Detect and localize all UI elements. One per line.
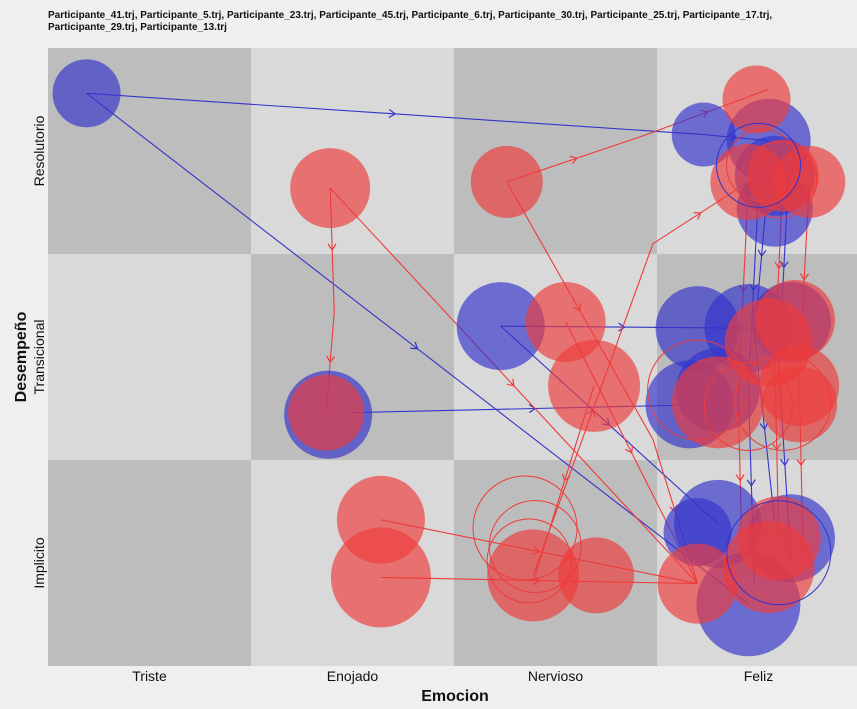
- trajectory-arrow: [506, 378, 515, 387]
- red-ring: [703, 361, 793, 451]
- trajectory-arrow: [796, 458, 806, 467]
- trajectory-arrow: [746, 479, 756, 487]
- grid-cell: [454, 48, 657, 254]
- red-point: [736, 496, 821, 581]
- red-point: [290, 148, 371, 229]
- y-axis-title: Desempeño: [13, 311, 30, 402]
- trajectory-arrow: [735, 474, 745, 482]
- red-point: [773, 145, 846, 218]
- trajectory-arrow: [780, 458, 790, 467]
- y-axis-ticks: Resolutorio Transicional Implicito: [31, 115, 47, 588]
- red-ring: [740, 141, 818, 219]
- ring-layer: [472, 122, 832, 606]
- trajectory-arrow: [327, 243, 337, 251]
- red-point: [558, 537, 635, 614]
- red-point: [657, 543, 738, 624]
- y-tick-label: Resolutorio: [31, 115, 47, 186]
- y-tick-label: Implicito: [31, 537, 47, 589]
- trajectory-arrow: [774, 261, 784, 270]
- trajectory-arrow: [618, 322, 626, 332]
- chart-title: Participante_41.trj, Participante_5.trj,…: [48, 10, 773, 33]
- red-ring: [486, 518, 572, 604]
- trajectory-arrow: [625, 445, 634, 454]
- blue-point: [671, 102, 736, 167]
- trajectory-arrow: [759, 422, 769, 431]
- x-axis-title: Emocion: [421, 688, 489, 705]
- blue-ring: [716, 122, 801, 208]
- red-ring: [647, 339, 749, 441]
- x-tick-label: Enojado: [327, 668, 379, 684]
- trajectory-arrow: [326, 355, 336, 364]
- red-point: [288, 374, 365, 451]
- grid-cell: [48, 254, 251, 460]
- red-point: [330, 527, 431, 628]
- red-point: [548, 339, 641, 432]
- plot-area: [52, 59, 846, 657]
- trajectory-arrow: [562, 473, 571, 482]
- trajectory-arrow: [693, 212, 702, 220]
- red-point: [671, 356, 764, 449]
- grid-cell: [48, 460, 251, 666]
- trajectory-arrow: [410, 341, 419, 350]
- point-layer: [52, 59, 846, 657]
- blue-point: [52, 59, 121, 128]
- red-ring: [734, 353, 832, 451]
- trajectory-arrow: [799, 273, 809, 281]
- x-tick-label: Feliz: [744, 668, 774, 684]
- red-ring: [726, 128, 800, 202]
- y-tick-label: Transicional: [31, 320, 47, 395]
- x-axis-ticks: Triste Enojado Nervioso Feliz: [132, 668, 773, 684]
- trajectory-arrow: [757, 249, 767, 258]
- trajectory-arrow: [388, 109, 397, 119]
- trajectory-arrow: [569, 155, 578, 165]
- blue-ring: [726, 500, 832, 606]
- red-point: [761, 366, 838, 443]
- red-point: [722, 65, 791, 134]
- grid-cell: [251, 48, 454, 254]
- trajectory-arrow: [779, 260, 789, 269]
- x-tick-label: Triste: [132, 668, 167, 684]
- red-point: [470, 145, 543, 218]
- x-tick-label: Nervioso: [528, 668, 583, 684]
- blue-point: [456, 282, 545, 371]
